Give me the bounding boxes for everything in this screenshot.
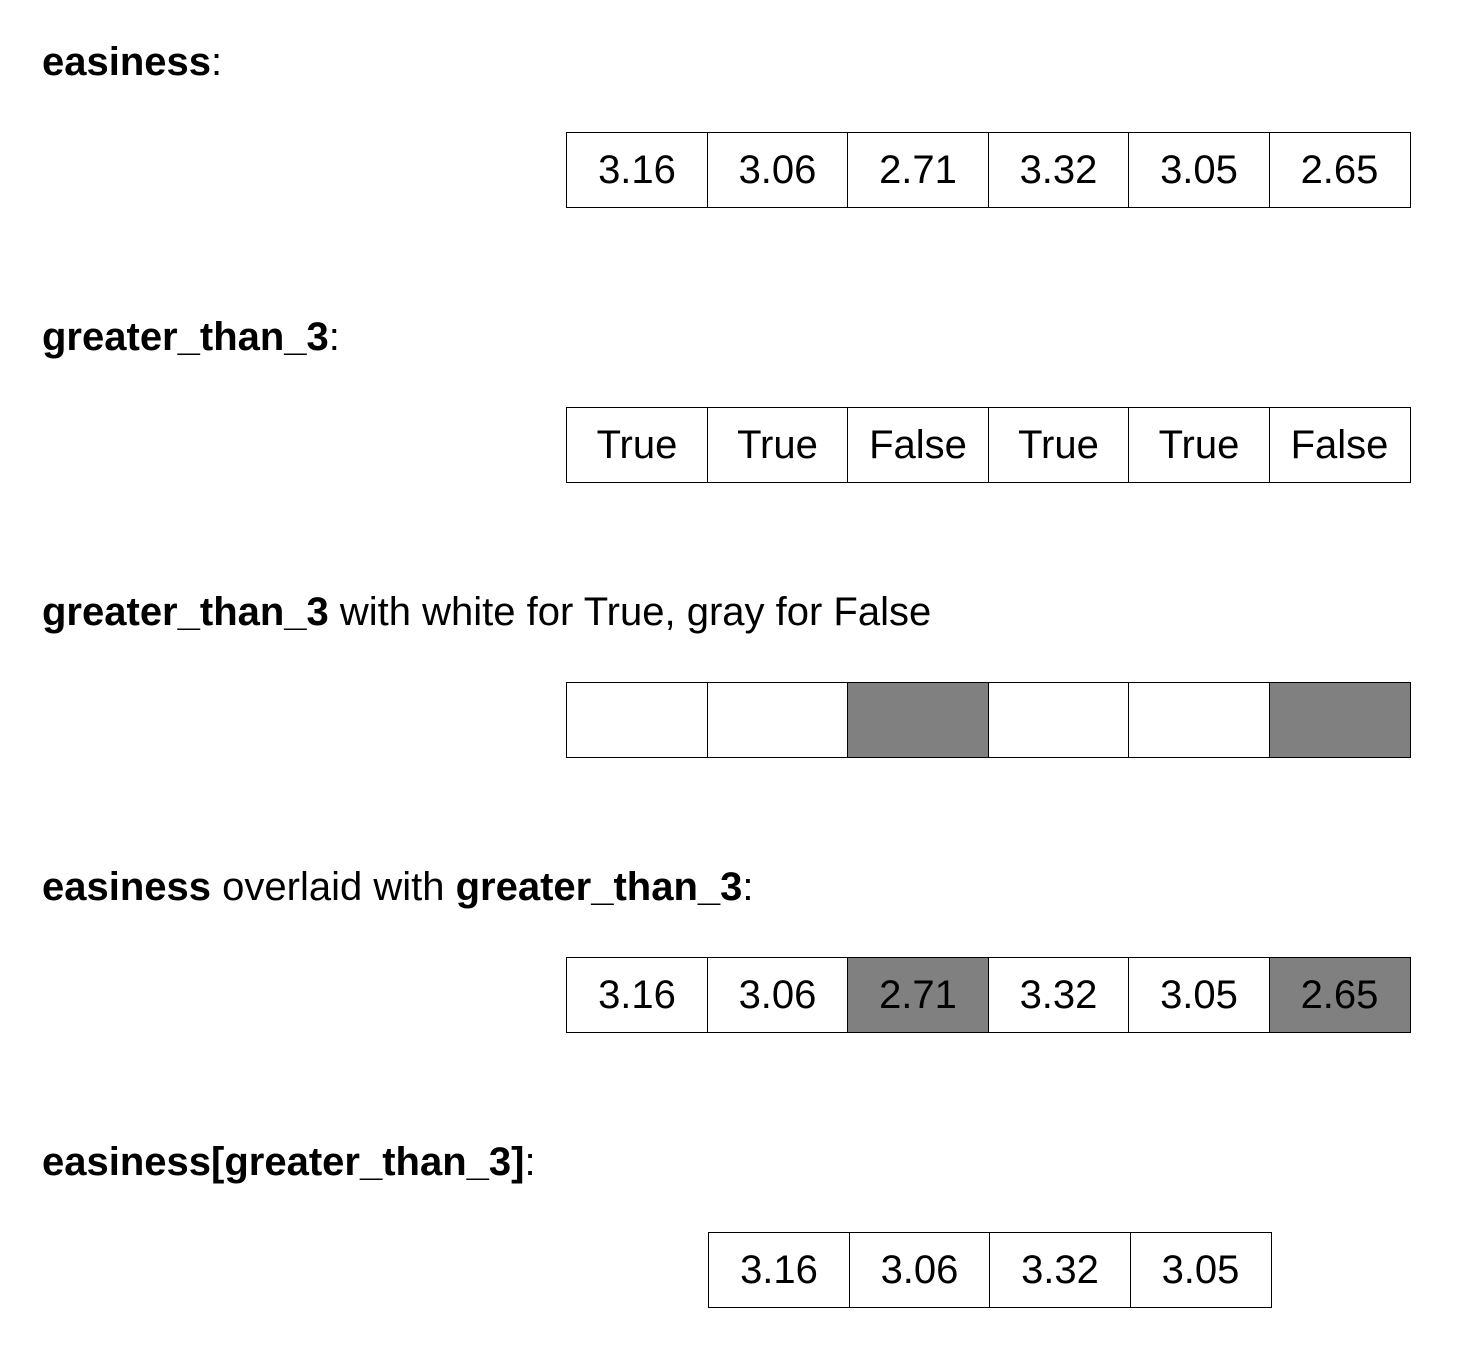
array-cell: 3.32 bbox=[987, 132, 1130, 208]
variable-name: greater_than_3 bbox=[42, 590, 329, 634]
array-cell: True bbox=[1128, 407, 1270, 483]
variable-name: easiness bbox=[42, 40, 212, 84]
section-5-heading: easiness[greater_than_3]: bbox=[42, 1142, 536, 1182]
array-cell bbox=[987, 682, 1130, 758]
variable-name-2: greater_than_3 bbox=[455, 865, 743, 909]
heading-suffix: with white for True, gray for False bbox=[328, 590, 932, 634]
array-cell: 3.32 bbox=[989, 1232, 1131, 1308]
section-4-heading: easiness overlaid with greater_than_3: bbox=[42, 867, 754, 907]
array-cell bbox=[847, 682, 989, 758]
array-cell: 3.16 bbox=[708, 1232, 850, 1308]
variable-name: greater_than_3 bbox=[42, 315, 329, 359]
array-cell bbox=[566, 682, 708, 758]
greater-than-3-array: True True False True True False bbox=[566, 407, 1411, 483]
array-cell bbox=[1268, 682, 1411, 758]
array-cell: True bbox=[987, 407, 1130, 483]
variable-name: easiness bbox=[42, 865, 212, 909]
array-cell: 2.65 bbox=[1268, 132, 1411, 208]
array-cell: 3.32 bbox=[987, 957, 1130, 1033]
section-3-heading: greater_than_3 with white for True, gray… bbox=[42, 592, 931, 632]
array-cell: True bbox=[706, 407, 849, 483]
array-cell: 2.71 bbox=[847, 957, 989, 1033]
array-cell: False bbox=[1268, 407, 1411, 483]
array-cell: 3.05 bbox=[1128, 132, 1270, 208]
overlaid-array: 3.16 3.06 2.71 3.32 3.05 2.65 bbox=[566, 957, 1411, 1033]
section-1-heading: easiness: bbox=[42, 42, 222, 82]
array-cell bbox=[706, 682, 849, 758]
heading-suffix: : bbox=[328, 315, 340, 359]
array-cell: False bbox=[847, 407, 989, 483]
array-cell: 3.06 bbox=[706, 957, 849, 1033]
array-cell: 3.16 bbox=[566, 957, 708, 1033]
array-cell: 3.06 bbox=[848, 1232, 991, 1308]
variable-name: easiness[greater_than_3] bbox=[42, 1140, 525, 1184]
array-cell: 3.05 bbox=[1129, 1232, 1272, 1308]
array-cell: 3.05 bbox=[1128, 957, 1270, 1033]
array-cell bbox=[1128, 682, 1270, 758]
mask-color-array bbox=[566, 682, 1411, 758]
filtered-array: 3.16 3.06 3.32 3.05 bbox=[708, 1232, 1272, 1308]
heading-suffix: : bbox=[211, 40, 223, 84]
heading-middle: overlaid with bbox=[211, 865, 456, 909]
array-cell: 3.06 bbox=[706, 132, 849, 208]
heading-suffix: : bbox=[524, 1140, 536, 1184]
array-cell: True bbox=[566, 407, 708, 483]
array-cell: 3.16 bbox=[566, 132, 708, 208]
array-cell: 2.65 bbox=[1268, 957, 1411, 1033]
array-cell: 2.71 bbox=[847, 132, 989, 208]
easiness-array: 3.16 3.06 2.71 3.32 3.05 2.65 bbox=[566, 132, 1411, 208]
section-2-heading: greater_than_3: bbox=[42, 317, 340, 357]
heading-suffix: : bbox=[742, 865, 754, 909]
